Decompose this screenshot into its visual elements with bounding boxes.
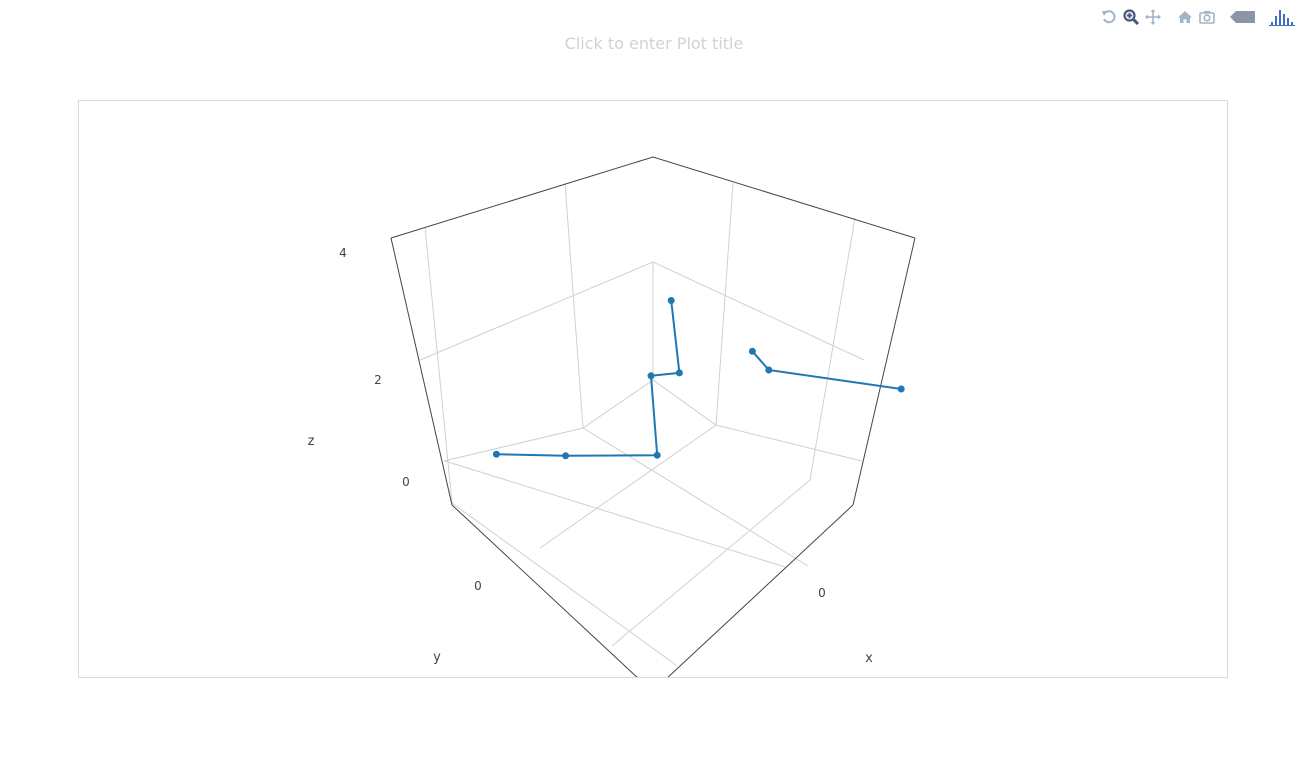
pan-button[interactable] <box>1142 7 1164 27</box>
data-point[interactable] <box>562 452 570 460</box>
data-point[interactable] <box>765 366 773 374</box>
axis-line <box>451 504 638 677</box>
grid-line <box>809 217 856 481</box>
grid-line <box>564 182 584 429</box>
axis-line <box>390 156 916 239</box>
tag-icon <box>1230 11 1255 23</box>
grid-line <box>715 182 734 426</box>
data-point[interactable] <box>647 372 655 380</box>
undo-icon <box>1102 10 1116 24</box>
grid-line <box>539 424 717 549</box>
data-point[interactable] <box>653 451 661 459</box>
pan-icon <box>1145 9 1161 25</box>
plotly-logo-link[interactable] <box>1268 7 1296 27</box>
data-point[interactable] <box>897 385 905 393</box>
plot-title[interactable]: Click to enter Plot title <box>564 34 744 53</box>
toggle-hover-button[interactable] <box>1228 7 1258 27</box>
grid-line <box>451 502 677 666</box>
data-point[interactable] <box>492 450 500 458</box>
download-plot-button[interactable] <box>1196 7 1218 27</box>
data-point[interactable] <box>667 297 675 304</box>
reset-camera-last-save-button[interactable] <box>1098 7 1120 27</box>
grid-lines <box>419 182 865 666</box>
z-axis-title: z <box>308 434 315 449</box>
grid-line <box>444 460 786 568</box>
grid-line <box>582 427 809 567</box>
z-tick-label: 2 <box>374 373 382 387</box>
grid-line <box>419 261 865 361</box>
axis-line <box>667 504 854 677</box>
x-axis-title: x <box>865 651 873 666</box>
z-tick-label: 4 <box>339 246 347 260</box>
trace-line <box>496 300 681 457</box>
axis-line <box>852 237 916 506</box>
camera-icon <box>1199 11 1215 24</box>
zoom-icon <box>1123 9 1139 25</box>
z-tick-label: 0 <box>402 475 410 489</box>
axis-line <box>390 237 453 506</box>
grid-line <box>611 479 811 647</box>
zoom-button[interactable] <box>1120 7 1142 27</box>
plotly-logo-icon <box>1269 10 1295 26</box>
axis-box-edges <box>390 156 916 677</box>
reset-camera-default-button[interactable] <box>1174 7 1196 27</box>
modebar <box>1098 6 1296 28</box>
home-icon <box>1178 11 1192 23</box>
y-axis-title: y <box>433 650 441 665</box>
grid-line <box>424 226 453 504</box>
data-point[interactable] <box>675 369 683 377</box>
y-tick-label: 0 <box>474 579 482 593</box>
x-tick-label: 0 <box>818 586 826 600</box>
data-traces <box>492 297 905 460</box>
data-point[interactable] <box>748 347 756 355</box>
scene-frame <box>78 100 1228 678</box>
